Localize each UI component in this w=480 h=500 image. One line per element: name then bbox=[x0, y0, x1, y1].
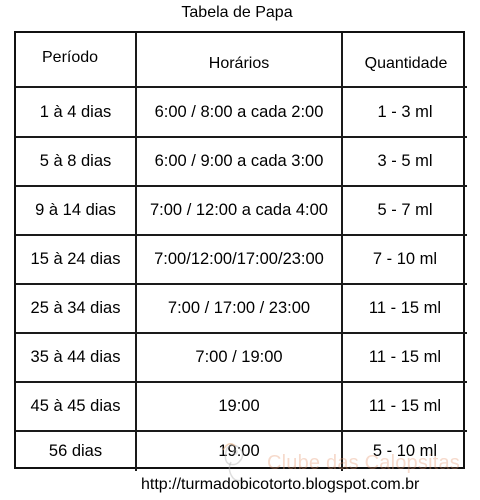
times-cell: 7:00/12:00/17:00/23:00 bbox=[137, 236, 343, 285]
quantity-cell: 7 - 10 ml bbox=[343, 236, 467, 285]
period-cell: 35 à 44 dias bbox=[16, 334, 137, 383]
quantity-cell: 11 - 15 ml bbox=[343, 334, 467, 383]
times-cell: 19:00 bbox=[137, 432, 343, 471]
quantity-cell: 5 - 10 ml bbox=[372, 442, 438, 460]
period-cell: 56 dias bbox=[16, 432, 137, 471]
footer-url[interactable]: http://turmadobicotorto.blogspot.com.br bbox=[141, 476, 419, 494]
page-title: Tabela de Papa bbox=[0, 3, 480, 23]
page-title-text: Tabela de Papa bbox=[181, 4, 293, 21]
quantity-cell: 11 - 15 ml bbox=[343, 383, 467, 432]
quantity-cell: 5 - 7 ml bbox=[343, 187, 467, 236]
period-cell: 25 à 34 dias bbox=[16, 285, 137, 334]
quantity-cell: 3 - 5 ml bbox=[343, 138, 467, 187]
period-cell: 15 à 24 dias bbox=[16, 236, 137, 285]
times-cell: 7:00 / 19:00 bbox=[137, 334, 343, 383]
quantity-cell: 11 - 15 ml bbox=[343, 285, 467, 334]
header-quantity: Quantidade bbox=[343, 33, 467, 88]
period-cell: 5 à 8 dias bbox=[16, 138, 137, 187]
period-cell: 1 à 4 dias bbox=[16, 88, 137, 138]
header-period: Período bbox=[16, 33, 137, 88]
quantity-cell: 1 - 3 ml bbox=[343, 88, 467, 138]
times-cell: 6:00 / 8:00 a cada 2:00 bbox=[137, 88, 343, 138]
period-cell: 45 à 45 dias bbox=[16, 383, 137, 432]
times-cell: 6:00 / 9:00 a cada 3:00 bbox=[137, 138, 343, 187]
feeding-table: Período Horários Quantidade 1 à 4 dias 6… bbox=[14, 31, 467, 471]
times-cell: 7:00 / 17:00 / 23:00 bbox=[137, 285, 343, 334]
footer-url-text[interactable]: http://turmadobicotorto.blogspot.com.br bbox=[141, 476, 420, 493]
times-cell: 19:00 bbox=[137, 383, 343, 432]
times-cell: 7:00 / 12:00 a cada 4:00 bbox=[137, 187, 343, 236]
period-cell: 9 à 14 dias bbox=[16, 187, 137, 236]
header-times: Horários bbox=[137, 33, 343, 88]
